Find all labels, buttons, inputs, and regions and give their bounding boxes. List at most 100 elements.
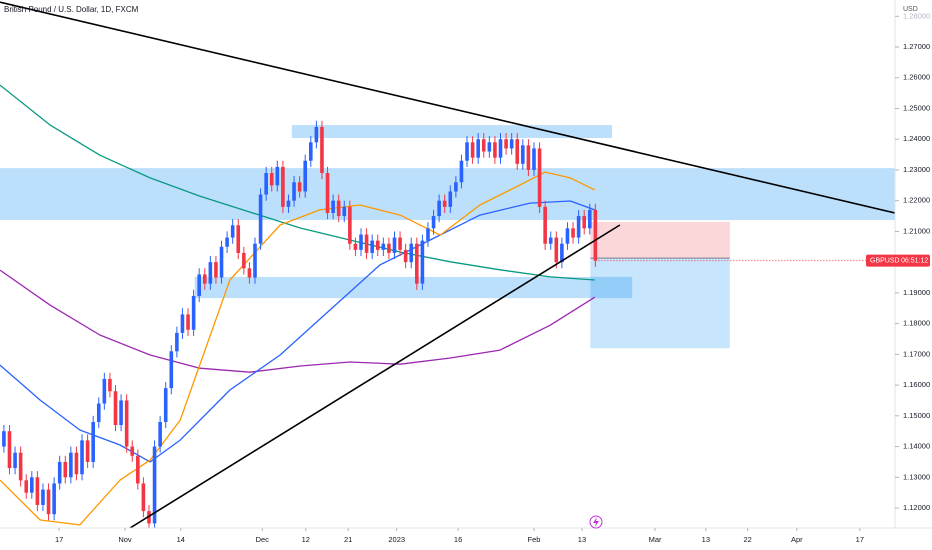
trendline bbox=[0, 1, 895, 214]
candle-body bbox=[46, 489, 51, 515]
candle-body bbox=[582, 216, 587, 229]
stop-zone bbox=[590, 221, 730, 259]
x-tick-label: 16 bbox=[454, 535, 462, 544]
y-tick-label: 1.13000 bbox=[903, 472, 930, 481]
candle-body bbox=[269, 173, 274, 186]
x-tick-label: 14 bbox=[177, 535, 185, 544]
candle-body bbox=[308, 142, 313, 161]
candle-body bbox=[180, 314, 185, 333]
candle-body bbox=[52, 483, 56, 515]
y-tick-label: 1.28000 bbox=[903, 11, 930, 20]
candle-body bbox=[532, 148, 536, 170]
candle-body bbox=[336, 200, 341, 217]
candle-body bbox=[13, 452, 17, 469]
candle-body bbox=[130, 446, 135, 456]
x-tick-label: 22 bbox=[744, 535, 752, 544]
candle-body bbox=[303, 160, 308, 192]
candle-body bbox=[381, 243, 386, 250]
candle-body bbox=[275, 166, 280, 186]
candle-body bbox=[136, 455, 140, 484]
candle-body bbox=[85, 440, 90, 462]
candle-body bbox=[437, 200, 441, 217]
candle-body bbox=[325, 173, 330, 213]
zone bbox=[0, 168, 895, 221]
candle-body bbox=[409, 243, 414, 263]
candle-body bbox=[186, 314, 190, 330]
x-tick-label: Mar bbox=[649, 535, 662, 544]
candle-body bbox=[403, 249, 408, 263]
candle-body bbox=[292, 182, 296, 201]
candle-body bbox=[219, 246, 224, 278]
x-tick-label: Nov bbox=[118, 535, 132, 544]
x-tick-label: Dec bbox=[256, 535, 270, 544]
candle-body bbox=[415, 243, 419, 284]
price-tag-countdown: 06:51:12 bbox=[901, 257, 928, 264]
candle-body bbox=[281, 166, 285, 207]
candle-body bbox=[392, 237, 397, 253]
candle-body bbox=[571, 228, 575, 238]
axis-unit: USD bbox=[903, 6, 918, 13]
candle-body bbox=[364, 234, 369, 253]
candle-body bbox=[465, 142, 469, 161]
candle-body bbox=[2, 431, 6, 447]
candle-body bbox=[57, 461, 62, 484]
price-tag-symbol: GBPUSD bbox=[870, 257, 900, 264]
moving-average bbox=[0, 269, 596, 373]
candle-body bbox=[214, 262, 218, 278]
event-icon[interactable] bbox=[589, 515, 603, 529]
target-zone bbox=[590, 258, 730, 349]
zone bbox=[291, 125, 613, 138]
x-tick-label: 17 bbox=[856, 535, 864, 544]
x-tick-label: 12 bbox=[302, 535, 310, 544]
x-tick-label: Feb bbox=[528, 535, 541, 544]
y-tick-label: 1.22000 bbox=[903, 196, 930, 205]
chart-title: British Pound / U.S. Dollar, 1D, FXCM bbox=[4, 5, 139, 14]
candle-body bbox=[175, 332, 179, 352]
candle-body bbox=[242, 252, 246, 269]
candle-body bbox=[258, 194, 263, 244]
candle-body bbox=[426, 228, 430, 241]
candle-body bbox=[158, 421, 162, 447]
plot-area bbox=[0, 1, 895, 528]
candle-body bbox=[459, 160, 464, 183]
candle-body bbox=[515, 139, 520, 164]
candle-body bbox=[342, 206, 347, 217]
candle-body bbox=[225, 237, 229, 247]
candle-body bbox=[554, 237, 559, 263]
y-tick-label: 1.27000 bbox=[903, 42, 930, 51]
candle-body bbox=[297, 182, 302, 192]
x-tick-label: Apr bbox=[791, 535, 803, 544]
zone bbox=[194, 276, 633, 299]
candle-body bbox=[191, 295, 196, 330]
candle-body bbox=[102, 378, 107, 404]
candle-body bbox=[163, 388, 168, 422]
candle-body bbox=[96, 403, 101, 422]
candle-body bbox=[80, 440, 84, 475]
candle-body bbox=[353, 243, 358, 250]
candle-body bbox=[35, 477, 40, 505]
candle-body bbox=[30, 477, 34, 493]
price-tag bbox=[866, 254, 930, 267]
candle-body bbox=[487, 142, 492, 152]
candle-body bbox=[108, 378, 112, 392]
candle-body bbox=[521, 145, 525, 164]
candle-body bbox=[124, 400, 129, 447]
candle-body bbox=[113, 391, 118, 426]
y-tick-label: 1.21000 bbox=[903, 226, 930, 235]
y-tick-label: 1.15000 bbox=[903, 411, 930, 420]
candle-body bbox=[548, 237, 553, 244]
x-tick-label: 13 bbox=[578, 535, 586, 544]
candle-body bbox=[504, 139, 508, 149]
candle-body bbox=[348, 206, 352, 244]
y-tick-label: 1.19000 bbox=[903, 288, 930, 297]
y-tick-label: 1.12000 bbox=[903, 503, 930, 512]
candle-body bbox=[448, 191, 453, 207]
candle-body bbox=[41, 489, 45, 505]
candle-body bbox=[320, 126, 324, 174]
candle-body bbox=[498, 139, 503, 158]
trendline bbox=[129, 224, 621, 528]
candle-body bbox=[442, 200, 447, 207]
y-tick-label: 1.26000 bbox=[903, 73, 930, 82]
candle-body bbox=[208, 262, 213, 284]
